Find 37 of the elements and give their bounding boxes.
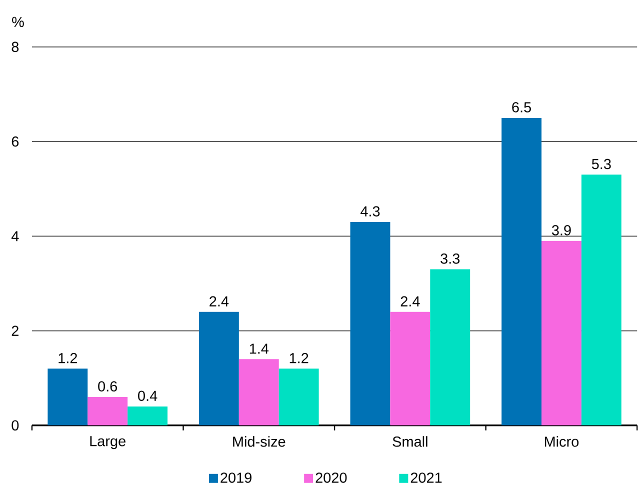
bar xyxy=(541,240,582,426)
data-label: 1.2 xyxy=(58,352,77,364)
data-label: 3.9 xyxy=(552,225,571,236)
y-tick-label: 4 xyxy=(11,231,19,242)
bar xyxy=(430,269,470,426)
legend-label: 2020 xyxy=(316,472,347,483)
data-label: 6.5 xyxy=(512,102,531,112)
bar xyxy=(128,406,168,426)
data-label: 2.4 xyxy=(400,296,420,306)
x-tick-label: Micro xyxy=(544,436,579,447)
data-label: 4.3 xyxy=(360,206,380,216)
data-label: 0.4 xyxy=(138,390,158,401)
x-tick-label: Mid-size xyxy=(233,436,286,447)
bar xyxy=(48,368,88,426)
legend-label: 2021 xyxy=(410,472,442,483)
data-label: 2.4 xyxy=(210,296,229,306)
data-label: 1.4 xyxy=(250,344,269,354)
legend-label: 2019 xyxy=(220,472,252,483)
data-label: 5.3 xyxy=(592,158,611,170)
data-label: 3.3 xyxy=(440,253,460,264)
bar xyxy=(88,396,128,426)
y-axis-title: % xyxy=(12,16,24,27)
bar xyxy=(502,118,542,426)
y-tick-label: 6 xyxy=(12,136,19,147)
bar xyxy=(350,222,390,426)
x-tick-label: Large xyxy=(90,436,126,450)
bar xyxy=(238,359,279,426)
y-tick-label: 2 xyxy=(12,326,18,336)
bar xyxy=(581,174,622,426)
data-label: 0.6 xyxy=(98,381,118,392)
y-tick-label: 8 xyxy=(12,42,19,52)
x-tick-label: Small xyxy=(392,436,428,447)
bar xyxy=(278,368,319,426)
y-tick-label: 0 xyxy=(12,420,19,430)
bar xyxy=(198,312,239,426)
data-label: 1.2 xyxy=(290,352,308,364)
bar xyxy=(390,312,430,426)
